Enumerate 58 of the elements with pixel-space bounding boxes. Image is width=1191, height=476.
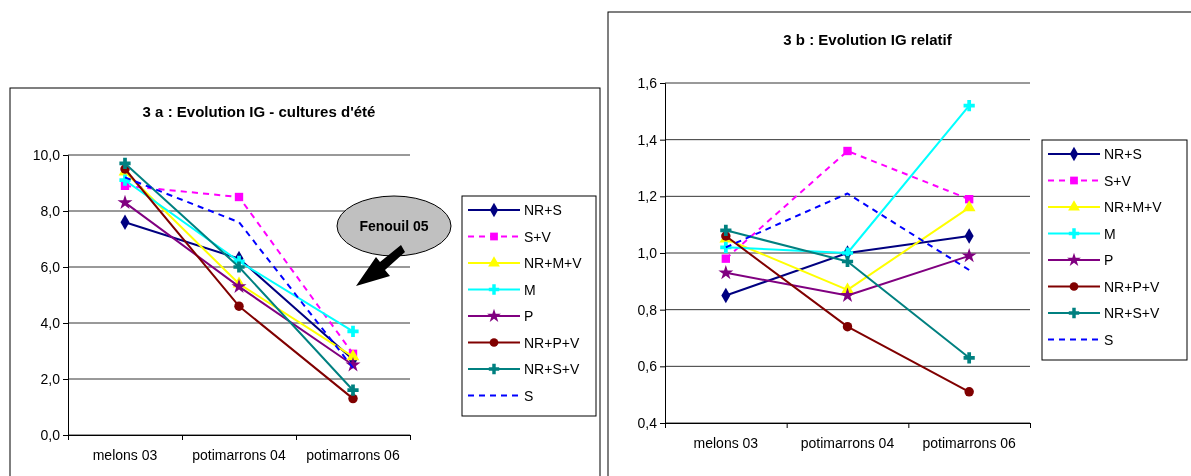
annotation: Fenouil 05 [359,218,429,234]
y-tick-label: 10,0 [32,146,61,163]
legend-label: NR+S+V [1104,305,1160,321]
legend-label: NR+P+V [524,334,580,351]
y-tick-label: 6,0 [40,258,61,275]
y-tick-label: 8,0 [40,202,61,219]
y-tick-label: 0,6 [637,358,658,375]
point [347,325,359,338]
point [962,200,976,212]
point [718,264,734,280]
point [117,194,133,209]
callout-bubble: Fenouil 05 [336,195,452,257]
legend-label: M [1104,225,1116,242]
x-tick-label: potimarrons 04 [800,435,895,451]
legend-label: S+V [1104,172,1132,189]
y-tick-label: 0,0 [40,426,61,443]
x-tick-label: potimarrons 06 [306,447,400,463]
x-tick-label: melons 03 [92,447,158,463]
legend-label: S+V [524,228,552,245]
legend-label: P [1104,252,1114,268]
point [233,261,245,273]
legend-label: S [524,387,534,404]
legend-label: M [524,281,536,298]
legend-label: NR+P+V [1104,278,1160,295]
y-tick-label: 2,0 [40,370,61,387]
legend-label: NR+S+V [524,361,580,377]
y-tick-label: 1,2 [637,188,658,205]
point [721,254,731,263]
point [961,247,977,263]
y-tick-label: 4,0 [40,314,61,331]
y-tick-label: 0,8 [637,301,658,318]
point [231,278,247,293]
y-tick-label: 1,6 [637,74,658,91]
legend-label: NR+M+V [1104,199,1163,215]
y-tick-label: 1,4 [637,131,658,148]
point [963,352,975,364]
point [119,157,131,170]
point [234,301,244,311]
legend-label: NR+S [524,202,562,218]
legend-label: NR+S [1104,146,1142,162]
point [843,146,852,156]
x-tick-label: melons 03 [693,435,759,451]
chart-title: 3 a : Evolution IG - cultures d'été [142,103,376,120]
y-tick-label: 1,0 [637,244,658,261]
point [720,224,732,236]
point [347,384,359,396]
point [234,192,244,202]
point [963,100,975,112]
legend-label: P [524,308,534,324]
x-tick-label: potimarrons 04 [192,447,286,463]
point [839,287,856,302]
point [842,321,853,332]
chart-title: 3 b : Evolution IG relatif [783,31,953,48]
y-tick-label: 0,4 [637,414,658,431]
legend-label: NR+M+V [524,255,583,271]
legend-label: S [1104,331,1114,348]
point [964,387,974,397]
x-tick-label: potimarrons 06 [922,435,1017,451]
